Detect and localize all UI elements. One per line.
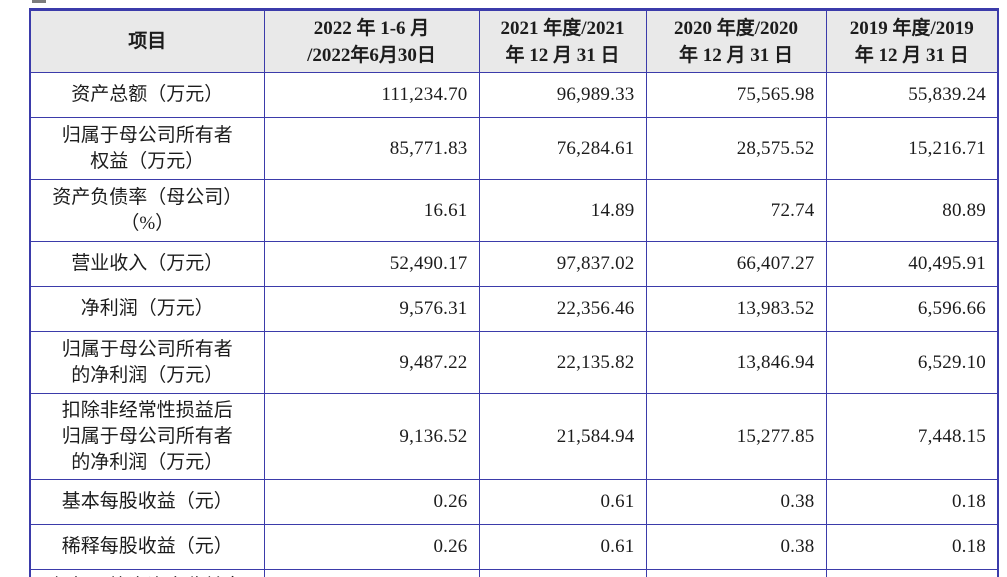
value-cell: 28,575.52 xyxy=(645,117,827,180)
row-label: 营业收入（万元） xyxy=(29,241,265,287)
value-cell: 22,135.82 xyxy=(478,331,647,394)
cropped-text-fragment xyxy=(32,0,46,3)
value-cell xyxy=(825,569,999,577)
value-cell: 6,529.10 xyxy=(825,331,999,394)
table-row: 扣除非经常性损益后 归属于母公司所有者 的净利润（万元） 9,136.52 21,584… xyxy=(29,393,999,480)
row-label-line: 资产负债率（母公司） xyxy=(52,186,243,208)
value-cell xyxy=(263,569,480,577)
value-cell: 9,136.52 xyxy=(263,393,480,480)
row-label: 加权平均净资产收益率 xyxy=(29,569,265,577)
row-label-line: 权益（万元） xyxy=(90,150,205,172)
value-cell: 22,356.46 xyxy=(478,286,647,332)
col-header-period-2: 2021 年度/2021 年 12 月 31 日 xyxy=(478,9,647,73)
col-header-item: 项目 xyxy=(29,9,265,73)
table-row-partial: 加权平均净资产收益率 xyxy=(29,569,999,577)
row-label-line: 的净利润（万元） xyxy=(71,451,224,473)
value-cell: 15,277.85 xyxy=(645,393,827,480)
row-label-line: 稀释每股收益（元） xyxy=(61,536,233,557)
value-cell xyxy=(478,569,647,577)
row-label: 稀释每股收益（元） xyxy=(29,524,265,570)
value-cell: 0.26 xyxy=(263,479,480,525)
table-row: 归属于母公司所有者 权益（万元） 85,771.83 76,284.61 28,575.… xyxy=(29,117,999,180)
table-row: 稀释每股收益（元） 0.26 0.61 0.38 0.18 xyxy=(29,524,999,570)
value-cell: 0.26 xyxy=(263,524,480,570)
row-label-line: 基本每股收益（元） xyxy=(61,491,233,512)
row-label-line: 营业收入（万元） xyxy=(71,253,224,274)
value-cell: 85,771.83 xyxy=(263,117,480,180)
financial-summary-table: 项目 2022 年 1-6 月/2022年6月30日 2021 年度/2021 年 1… xyxy=(29,8,999,577)
row-label: 净利润（万元） xyxy=(29,286,265,332)
header-line: 2020 年度/2020 xyxy=(673,17,799,39)
value-cell: 0.61 xyxy=(478,479,647,525)
row-label-line: 资产总额（万元） xyxy=(71,84,224,105)
value-cell: 97,837.02 xyxy=(478,241,647,287)
value-cell: 72.74 xyxy=(645,179,827,242)
value-cell: 52,490.17 xyxy=(263,241,480,287)
header-line: /2022年6月30日 xyxy=(307,44,436,66)
value-cell: 7,448.15 xyxy=(825,393,999,480)
value-cell: 0.38 xyxy=(645,524,827,570)
value-cell: 13,846.94 xyxy=(645,331,827,394)
header-line: 年 12 月 31 日 xyxy=(505,44,620,66)
value-cell: 6,596.66 xyxy=(825,286,999,332)
value-cell: 0.18 xyxy=(825,524,999,570)
table-row: 归属于母公司所有者 的净利润（万元） 9,487.22 22,135.82 13,846… xyxy=(29,331,999,394)
table-header-row: 项目 2022 年 1-6 月/2022年6月30日 2021 年度/2021 年 1… xyxy=(29,9,999,73)
table-row: 净利润（万元） 9,576.31 22,356.46 13,983.52 6,596.6… xyxy=(29,286,999,332)
row-label: 基本每股收益（元） xyxy=(29,479,265,525)
value-cell: 75,565.98 xyxy=(645,72,827,118)
row-label-line: 归属于母公司所有者 xyxy=(61,124,233,146)
header-line: 2021 年度/2021 xyxy=(500,17,625,39)
col-header-period-1: 2022 年 1-6 月/2022年6月30日 xyxy=(263,9,480,73)
value-cell: 0.38 xyxy=(645,479,827,525)
row-label-line: 归属于母公司所有者 xyxy=(61,425,233,447)
table-row: 基本每股收益（元） 0.26 0.61 0.38 0.18 xyxy=(29,479,999,525)
value-cell: 80.89 xyxy=(825,179,999,242)
value-cell: 96,989.33 xyxy=(478,72,647,118)
row-label: 归属于母公司所有者 权益（万元） xyxy=(29,117,265,180)
row-label-line: （%） xyxy=(120,212,175,234)
value-cell: 9,576.31 xyxy=(263,286,480,332)
value-cell: 13,983.52 xyxy=(645,286,827,332)
value-cell: 76,284.61 xyxy=(478,117,647,180)
header-line: 2019 年度/2019 xyxy=(849,17,974,39)
value-cell: 66,407.27 xyxy=(645,241,827,287)
table-row: 资产负债率（母公司） （%） 16.61 14.89 72.74 80.89 xyxy=(29,179,999,242)
value-cell: 14.89 xyxy=(478,179,647,242)
value-cell: 16.61 xyxy=(263,179,480,242)
row-label-line: 净利润（万元） xyxy=(80,298,214,319)
value-cell: 55,839.24 xyxy=(825,72,999,118)
value-cell: 15,216.71 xyxy=(825,117,999,180)
header-line: 年 12 月 31 日 xyxy=(854,44,969,66)
table-row: 营业收入（万元） 52,490.17 97,837.02 66,407.27 40,49… xyxy=(29,241,999,287)
value-cell: 21,584.94 xyxy=(478,393,647,480)
row-label-line: 的净利润（万元） xyxy=(71,364,224,386)
header-line: 项目 xyxy=(128,31,167,52)
col-header-period-4: 2019 年度/2019 年 12 月 31 日 xyxy=(825,9,999,73)
row-label: 资产负债率（母公司） （%） xyxy=(29,179,265,242)
table-row: 资产总额（万元） 111,234.70 96,989.33 75,565.98 55,8… xyxy=(29,72,999,118)
value-cell: 40,495.91 xyxy=(825,241,999,287)
value-cell: 0.18 xyxy=(825,479,999,525)
row-label-line: 归属于母公司所有者 xyxy=(61,338,233,360)
row-label: 归属于母公司所有者 的净利润（万元） xyxy=(29,331,265,394)
value-cell xyxy=(645,569,827,577)
row-label: 扣除非经常性损益后 归属于母公司所有者 的净利润（万元） xyxy=(29,393,265,480)
header-line: 2022 年 1-6 月 xyxy=(313,17,430,39)
header-line: 年 12 月 31 日 xyxy=(678,44,793,66)
col-header-period-3: 2020 年度/2020 年 12 月 31 日 xyxy=(645,9,827,73)
value-cell: 9,487.22 xyxy=(263,331,480,394)
value-cell: 0.61 xyxy=(478,524,647,570)
value-cell: 111,234.70 xyxy=(263,72,480,118)
row-label-line: 扣除非经常性损益后 xyxy=(61,399,233,421)
row-label: 资产总额（万元） xyxy=(29,72,265,118)
